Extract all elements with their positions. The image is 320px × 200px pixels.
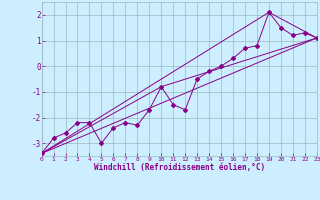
- X-axis label: Windchill (Refroidissement éolien,°C): Windchill (Refroidissement éolien,°C): [94, 163, 265, 172]
